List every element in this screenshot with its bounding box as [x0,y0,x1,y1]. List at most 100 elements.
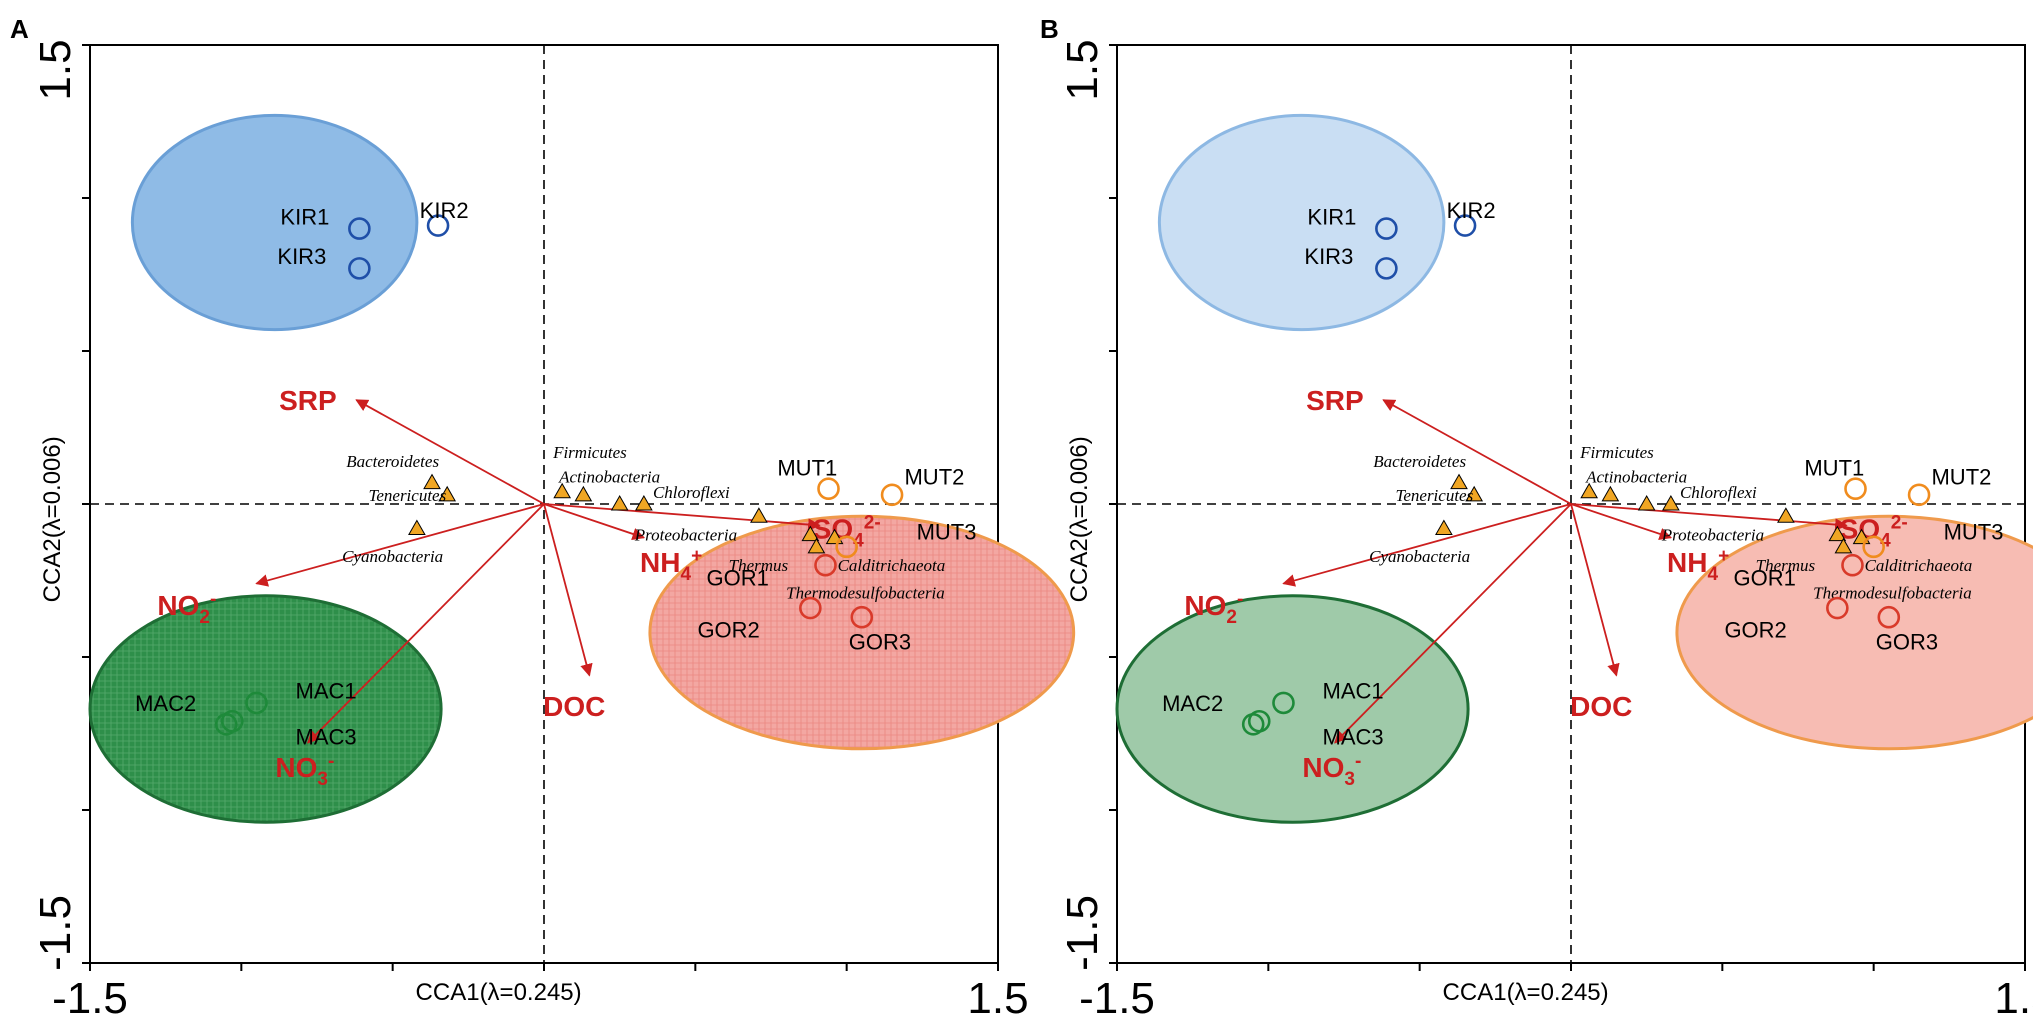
sample-label: MUT3 [1944,520,2004,545]
vector-label: NO2- [157,589,216,628]
taxon-marker [807,537,826,554]
y-tick-label: 1.5 [1058,39,1107,100]
taxon-label: Chloroflexi [653,483,730,502]
env-vector-arrow [355,399,545,505]
taxon-label: Thermodesulfobacteria [786,584,945,603]
taxon-marker [1450,473,1468,490]
taxon-label: Thermodesulfobacteria [1813,584,1972,603]
sample-label: MUT1 [1804,455,1864,480]
vector-label: NH4+ [1667,546,1729,585]
x-axis-label: CCA1(λ=0.245) [1443,979,1609,1006]
taxon-marker [1580,482,1599,499]
taxon-label: Bacteroidetes [1373,452,1466,471]
y-axis-label: CCA2(λ=0.006) [1066,436,1093,602]
taxon-marker [1834,537,1853,554]
taxon-label: Tenericutes [368,486,446,505]
taxon-label: Proteobacteria [1661,526,1764,545]
taxon-marker [574,485,593,502]
env-vector-arrow [543,503,821,531]
sample-point [1862,535,1885,559]
sample-label: MAC2 [1162,691,1223,716]
taxon-marker [1435,519,1453,535]
vector-label: SRP [279,385,337,416]
taxon-label: Bacteroidetes [346,452,439,471]
sample-label: MUT2 [904,464,964,489]
taxon-marker [423,473,441,490]
group-ellipse-kir [1157,113,1446,332]
sample-point [1841,553,1864,577]
sample-label: KIR3 [1304,244,1353,269]
taxon-marker [1662,494,1680,511]
panel-a: A -1.5 1.5 1.5 -1.5 CCA1(λ=0.245) CCA2(λ=0.00… [10,14,1076,1021]
vector-label: NO3- [275,751,334,790]
vector-label: DOC [1570,691,1632,722]
sample-point [426,214,450,237]
sample-point [799,596,822,620]
sample-label: KIR1 [280,204,329,229]
sample-point [1453,214,1477,237]
taxon-marker [1637,494,1656,511]
taxon-marker [408,519,426,535]
group-ellipse-mut_gor [648,514,1076,751]
sample-point [1241,713,1265,736]
env-vector-arrow [1570,503,1620,677]
sample-point [1844,477,1867,501]
sample-label: MAC1 [296,679,357,704]
taxon-label: Calditrichaeota [1865,556,1973,575]
sample-label: GOR1 [707,565,769,590]
env-vector-arrow [1282,503,1572,587]
vector-label: NO3- [1302,751,1361,790]
taxon-label: Cyanobacteria [342,547,443,566]
sample-label: GOR3 [1876,630,1938,655]
sample-point [1272,691,1295,715]
sample-point [214,713,238,736]
taxon-label: Calditrichaeota [838,556,946,575]
taxon-marker [610,494,629,511]
taxon-label: Actinobacteria [558,467,660,486]
env-vector-arrow [543,503,646,541]
taxon-label: Proteobacteria [634,526,737,545]
y-tick-label: -1.5 [31,895,80,971]
sample-label: MUT2 [1931,464,1991,489]
taxon-label: Cyanobacteria [1369,547,1470,566]
sample-label: KIR2 [1447,198,1496,223]
y-axis-label: CCA2(λ=0.006) [39,436,66,602]
sample-label: MAC3 [296,725,357,750]
taxon-label: Thermus [1756,556,1816,575]
sample-point [1375,257,1398,280]
taxon-label: Tenericutes [1395,486,1473,505]
taxon-marker [635,494,653,511]
taxon-label: Actinobacteria [1585,467,1687,486]
sample-point [880,483,904,507]
sample-point [1907,483,1931,507]
sample-point [348,257,371,280]
vector-label: DOC [543,691,605,722]
env-vector-arrow [1334,503,1572,744]
taxon-marker [553,482,572,499]
env-vector-arrow [543,503,593,677]
sample-point [245,691,268,715]
taxon-marker [1828,525,1847,542]
sample-label: KIR1 [1307,204,1356,229]
x-axis-label: CCA1(λ=0.245) [416,979,582,1006]
panel-letter: B [1040,14,1059,44]
y-tick-label: -1.5 [1058,895,1107,971]
sample-point [850,605,874,629]
sample-label: MUT1 [777,455,837,480]
sample-point [348,217,371,240]
taxon-marker [438,485,457,502]
vector-label: SO42- [813,512,881,551]
sample-point [814,553,837,577]
vector-label: NH4+ [640,546,702,585]
taxon-marker [750,507,768,523]
vector-label: SRP [1306,385,1364,416]
sample-point [1826,596,1849,620]
taxon-marker [1465,485,1484,502]
panel-letter: A [10,14,29,44]
sample-label: KIR2 [420,198,469,223]
taxon-label: Firmicutes [1579,443,1654,462]
sample-label: MUT3 [917,520,977,545]
taxon-label: Chloroflexi [1680,483,1757,502]
env-vector-arrow [1382,399,1572,505]
